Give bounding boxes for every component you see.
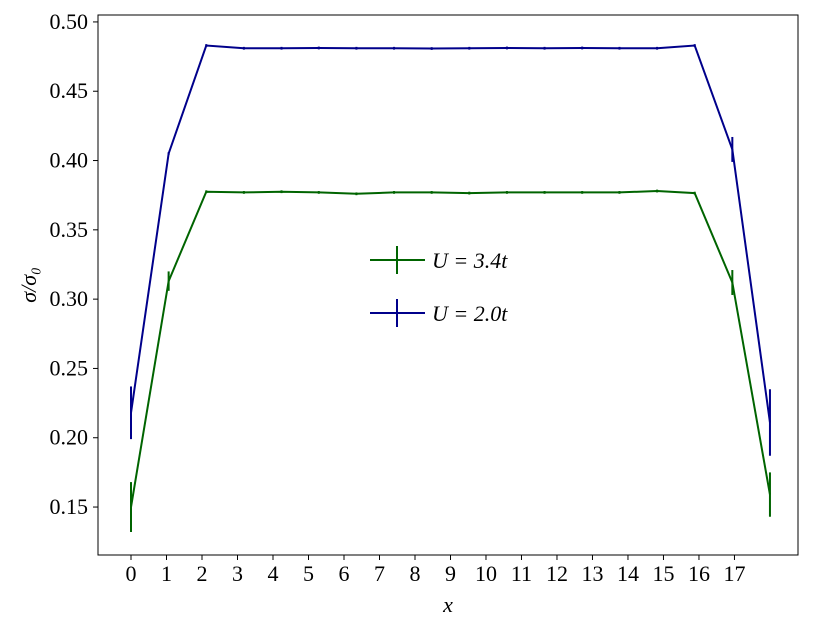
x-tick-label: 1: [161, 561, 172, 586]
x-tick-label: 12: [546, 561, 568, 586]
series-line: [130, 44, 771, 423]
x-tick-label: 14: [617, 561, 639, 586]
x-tick-label: 6: [338, 561, 349, 586]
y-tick-label: 0.15: [50, 494, 89, 519]
x-tick-label: 15: [652, 561, 674, 586]
x-tick-label: 2: [197, 561, 208, 586]
x-tick-label: 17: [723, 561, 745, 586]
legend-label: U = 3.4t: [432, 248, 508, 273]
x-tick-label: 3: [232, 561, 243, 586]
y-tick-label: 0.30: [50, 286, 89, 311]
legend-label: U = 2.0t: [432, 301, 508, 326]
y-tick-label: 0.45: [50, 78, 89, 103]
series-line: [130, 190, 771, 508]
x-tick-label: 7: [374, 561, 385, 586]
x-tick-label: 0: [126, 561, 137, 586]
x-axis-label: x: [442, 592, 453, 617]
y-tick-label: 0.50: [50, 9, 89, 34]
y-axis-label: σ/σ₀: [16, 267, 41, 302]
x-tick-label: 10: [475, 561, 497, 586]
plot-frame: [97, 14, 799, 556]
x-tick-label: 16: [688, 561, 710, 586]
x-tick-label: 11: [511, 561, 532, 586]
y-tick-label: 0.35: [50, 217, 89, 242]
y-tick-label: 0.25: [50, 355, 89, 380]
x-tick-label: 5: [303, 561, 314, 586]
y-tick-label: 0.20: [50, 425, 89, 450]
x-tick-label: 9: [445, 561, 456, 586]
y-tick-label: 0.40: [50, 148, 89, 173]
x-tick-label: 4: [268, 561, 279, 586]
x-tick-label: 8: [409, 561, 420, 586]
x-tick-label: 13: [581, 561, 603, 586]
